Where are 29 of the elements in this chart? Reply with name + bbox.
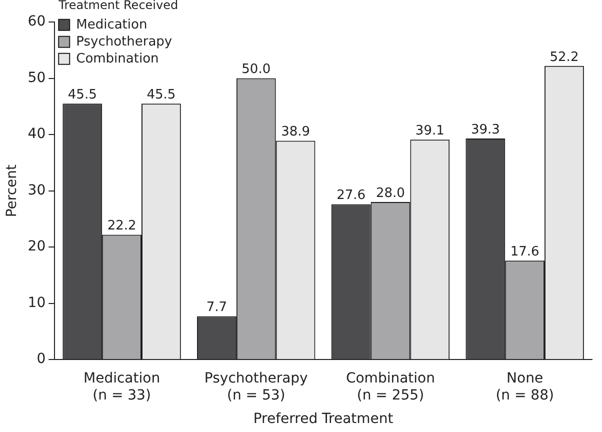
x-axis-title: Preferred Treatment	[253, 411, 394, 428]
legend-title: Treatment Received	[58, 0, 178, 12]
legend-label: Psychotherapy	[76, 34, 172, 50]
legend-label: Combination	[76, 51, 159, 66]
y-tick-label: 50	[28, 70, 46, 86]
y-tick-label: 30	[28, 182, 46, 198]
x-tick-label: None (n = 88)	[496, 370, 554, 404]
y-tick-label: 0	[36, 351, 46, 368]
y-tick-label: 40	[28, 126, 46, 142]
data-label: 38.9	[281, 124, 310, 140]
data-label: 52.2	[550, 50, 579, 65]
y-axis-title: Percent	[4, 164, 20, 218]
data-label: 50.0	[242, 62, 271, 78]
data-label: 22.2	[107, 218, 136, 234]
data-label: 45.5	[146, 87, 176, 102]
x-tick-label: Combination (n = 255)	[346, 370, 435, 404]
legend-label: Medication	[76, 17, 148, 32]
data-label: 27.6	[336, 188, 366, 204]
data-label: 39.3	[470, 122, 500, 138]
data-label: 45.5	[68, 87, 97, 102]
data-label: 17.6	[510, 244, 540, 260]
data-label: 7.7	[206, 300, 228, 316]
data-label: 39.1	[415, 123, 444, 138]
y-tick-label: 10	[28, 294, 46, 311]
y-tick-label: 60	[28, 14, 46, 30]
data-label: 28.0	[376, 186, 405, 201]
y-tick-label: 20	[28, 238, 46, 255]
x-tick-label: Psychotherapy (n = 53)	[204, 370, 308, 404]
x-tick-label: Medication (n = 33)	[84, 370, 160, 404]
